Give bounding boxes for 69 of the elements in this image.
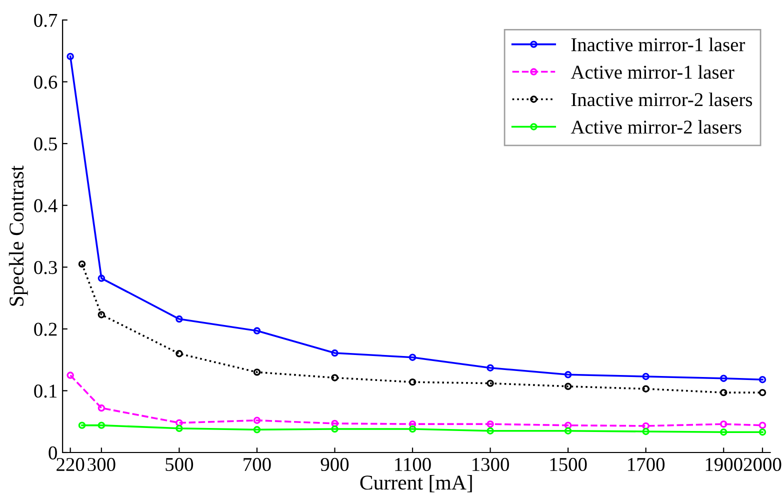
y-tick-label: 0.5 <box>34 137 57 151</box>
point <box>408 354 416 361</box>
legend-label: Inactive mirror-2 lasers <box>571 92 752 106</box>
y-tick-label: 0.2 <box>34 322 57 336</box>
x-tick-label: 220 <box>56 458 84 472</box>
y-tick-label: 0.6 <box>34 76 58 89</box>
point <box>642 385 650 392</box>
point <box>331 374 338 382</box>
point <box>486 427 494 434</box>
x-tick-label: 300 <box>88 458 116 472</box>
x-tick-label: 1900 <box>706 458 742 472</box>
point <box>98 422 106 429</box>
y-axis-title: Speckle Contrast <box>8 165 28 306</box>
point <box>564 427 572 434</box>
y-tick-label: 0.1 <box>34 384 57 398</box>
point <box>176 350 183 358</box>
point <box>758 376 766 384</box>
point <box>564 371 572 378</box>
point <box>253 426 261 434</box>
point <box>720 420 728 428</box>
point <box>408 425 416 433</box>
point <box>564 422 572 429</box>
point <box>486 380 494 387</box>
x-tick-label: 1100 <box>395 458 431 472</box>
point <box>642 422 650 430</box>
point <box>720 374 728 382</box>
point <box>78 260 86 268</box>
point <box>564 382 572 390</box>
x-tick-label: 900 <box>320 458 349 472</box>
x-axis-title: Current [mA] <box>360 474 472 492</box>
point <box>758 388 766 396</box>
x-tick-label: 1500 <box>550 458 587 472</box>
y-tick-label: 0.4 <box>34 199 58 212</box>
point <box>642 428 650 436</box>
legend-label: Active mirror-1 laser <box>570 65 734 79</box>
point <box>720 388 728 396</box>
point <box>331 420 338 428</box>
point <box>331 349 338 357</box>
point <box>408 378 416 386</box>
point <box>176 315 183 323</box>
x-tick-label: 2000 <box>744 458 782 472</box>
point <box>98 274 106 282</box>
x-tick-label: 1300 <box>472 458 509 472</box>
y-tick-label: 0.7 <box>34 14 58 28</box>
point <box>486 420 494 428</box>
point <box>758 428 766 436</box>
x-tick-label: 500 <box>166 458 194 472</box>
point <box>176 419 183 426</box>
point <box>720 428 728 436</box>
point <box>253 416 261 424</box>
point <box>331 425 338 433</box>
point <box>408 420 416 428</box>
point <box>642 372 650 380</box>
point <box>98 311 106 318</box>
point <box>253 368 261 376</box>
x-tick-label: 700 <box>244 458 271 472</box>
x-tick-label: 1700 <box>628 458 665 472</box>
point <box>758 422 766 429</box>
point <box>66 372 74 379</box>
point <box>253 327 261 334</box>
y-tick-label: 0 <box>48 446 57 460</box>
point <box>66 52 74 60</box>
legend-label: Active mirror-2 lasers <box>570 120 742 134</box>
point <box>486 364 494 372</box>
legend-label: Inactive mirror-1 laser <box>571 38 746 52</box>
point <box>98 404 106 412</box>
y-tick-label: 0.3 <box>34 260 57 274</box>
point <box>176 424 183 432</box>
point <box>78 422 86 429</box>
